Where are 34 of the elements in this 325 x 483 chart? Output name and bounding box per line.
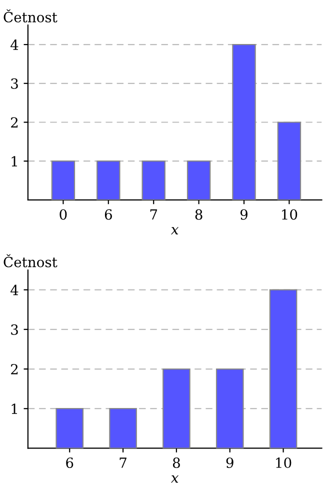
x-axis-title: x [170, 227, 179, 234]
bar [232, 44, 256, 200]
bar [186, 160, 211, 200]
bar [56, 408, 84, 448]
bar [96, 160, 120, 200]
x-tick-label: 6 [104, 209, 112, 220]
y-tick-label: 3 [11, 324, 18, 335]
bar [162, 368, 190, 448]
x-tick-label: 0 [60, 209, 67, 220]
y-tick-label: 4 [10, 284, 18, 296]
y-axis-title: Četnost [4, 9, 58, 22]
x-tick-label: 9 [226, 457, 234, 468]
x-axis-title: x [170, 475, 179, 483]
x-tick-label: 8 [195, 209, 202, 220]
y-tick-label: 3 [11, 78, 18, 89]
y-tick-label: 4 [10, 40, 18, 50]
bar [51, 160, 76, 200]
x-tick-label: 7 [150, 209, 158, 220]
bar [142, 160, 166, 200]
y-tick-label: 2 [11, 117, 18, 128]
x-tick-label: 9 [240, 209, 248, 220]
y-tick-label: 1 [12, 156, 17, 166]
y-tick-label: 2 [11, 364, 18, 374]
x-tick-label: 10 [276, 457, 292, 468]
y-tick-label: 1 [12, 404, 17, 414]
x-tick-label: 6 [66, 457, 74, 468]
bar [216, 368, 244, 448]
x-tick-label: 10 [282, 209, 298, 220]
bar [269, 289, 298, 448]
y-axis-title: Četnost [4, 254, 58, 268]
x-tick-label: 7 [120, 458, 126, 468]
x-tick-label: 8 [172, 457, 180, 468]
bar [277, 122, 302, 200]
bar [109, 408, 137, 448]
